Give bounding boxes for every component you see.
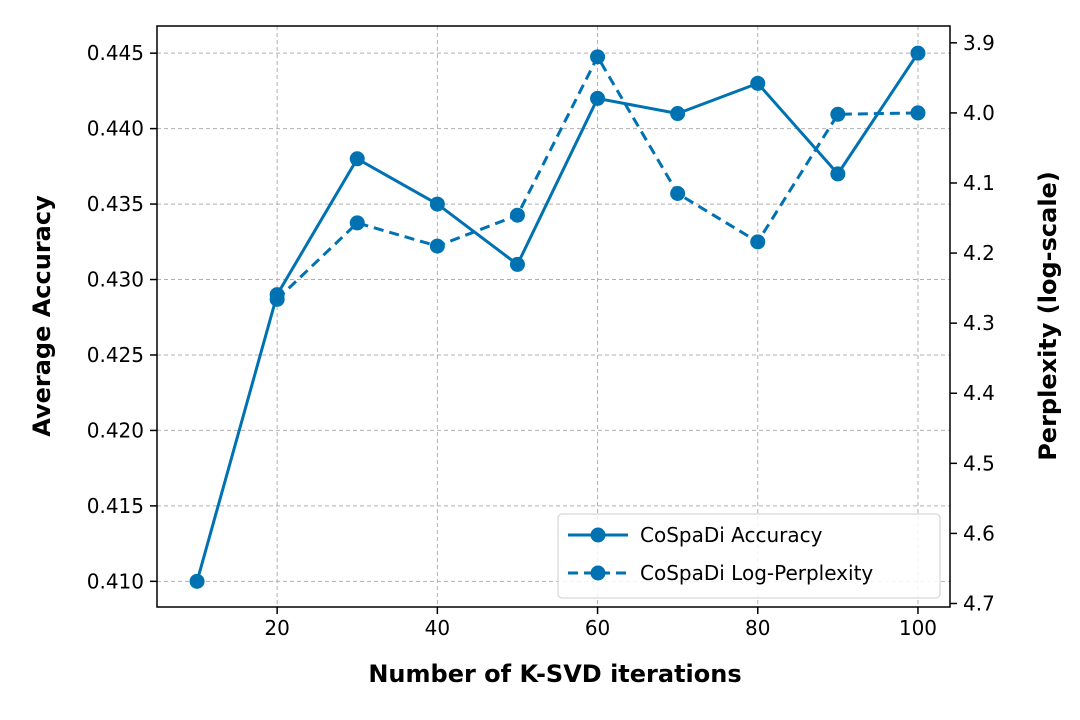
right-y-tick-label: 4.6 bbox=[963, 521, 995, 545]
x-tick-label: 100 bbox=[899, 616, 937, 640]
perplexity-point bbox=[590, 49, 606, 65]
legend-label-perplexity: CoSpaDi Log-Perplexity bbox=[640, 561, 873, 585]
x-tick-label: 20 bbox=[264, 616, 289, 640]
left-y-tick-label: 0.440 bbox=[87, 117, 144, 141]
left-y-tick-label: 0.410 bbox=[87, 569, 144, 593]
left-y-tick-label: 0.425 bbox=[87, 343, 144, 367]
right-y-tick-label: 4.1 bbox=[963, 171, 995, 195]
x-tick-label: 40 bbox=[425, 616, 450, 640]
perplexity-point bbox=[750, 234, 766, 250]
x-tick-label: 80 bbox=[745, 616, 770, 640]
legend: CoSpaDi Accuracy CoSpaDi Log-Perplexity bbox=[557, 513, 941, 599]
accuracy-point bbox=[830, 166, 846, 182]
right-y-tick-label: 4.4 bbox=[963, 381, 995, 405]
accuracy-point bbox=[349, 151, 365, 167]
series-layer bbox=[189, 45, 926, 589]
accuracy-line bbox=[195, 52, 920, 582]
tick-layer: 20 40 60 80 100 0.410 0.415 0.420 0.425 0.430 0.43… bbox=[87, 31, 995, 640]
left-y-tick-label: 0.420 bbox=[87, 418, 144, 442]
right-y-tick-label: 4.7 bbox=[963, 591, 995, 615]
perplexity-point bbox=[269, 291, 285, 307]
legend-box bbox=[557, 513, 941, 599]
right-y-tick-label: 4.2 bbox=[963, 241, 995, 265]
right-y-axis-label: Perplexity (log-scale) bbox=[1034, 171, 1062, 461]
accuracy-point bbox=[750, 75, 766, 91]
perplexity-point bbox=[670, 186, 686, 202]
right-y-tick-label: 3.9 bbox=[963, 31, 995, 55]
left-y-axis-label: Average Accuracy bbox=[28, 195, 56, 437]
perplexity-point bbox=[429, 238, 445, 254]
accuracy-point bbox=[910, 45, 926, 61]
x-tick-label: 60 bbox=[585, 616, 610, 640]
x-axis-label: Number of K-SVD iterations bbox=[368, 660, 741, 688]
plot-frame bbox=[156, 25, 951, 608]
legend-swatch-perplexity-marker bbox=[590, 565, 606, 581]
accuracy-point bbox=[509, 256, 525, 272]
accuracy-point bbox=[670, 106, 686, 122]
left-y-tick-label: 0.415 bbox=[87, 494, 144, 518]
accuracy-point bbox=[429, 196, 445, 212]
legend-swatch-accuracy-marker bbox=[590, 527, 606, 543]
left-y-tick-label: 0.445 bbox=[87, 41, 144, 65]
left-y-tick-label: 0.435 bbox=[87, 192, 144, 216]
accuracy-point bbox=[189, 573, 205, 589]
perplexity-point bbox=[509, 207, 525, 223]
perplexity-point bbox=[910, 105, 926, 121]
legend-label-accuracy: CoSpaDi Accuracy bbox=[640, 523, 823, 547]
left-y-tick-label: 0.430 bbox=[87, 268, 144, 292]
perplexity-point bbox=[349, 215, 365, 231]
right-y-tick-label: 4.0 bbox=[963, 101, 995, 125]
right-y-tick-label: 4.3 bbox=[963, 311, 995, 335]
perplexity-point bbox=[830, 106, 846, 122]
grid-layer bbox=[157, 26, 950, 607]
accuracy-point bbox=[590, 90, 606, 106]
right-y-tick-label: 4.5 bbox=[963, 451, 995, 475]
